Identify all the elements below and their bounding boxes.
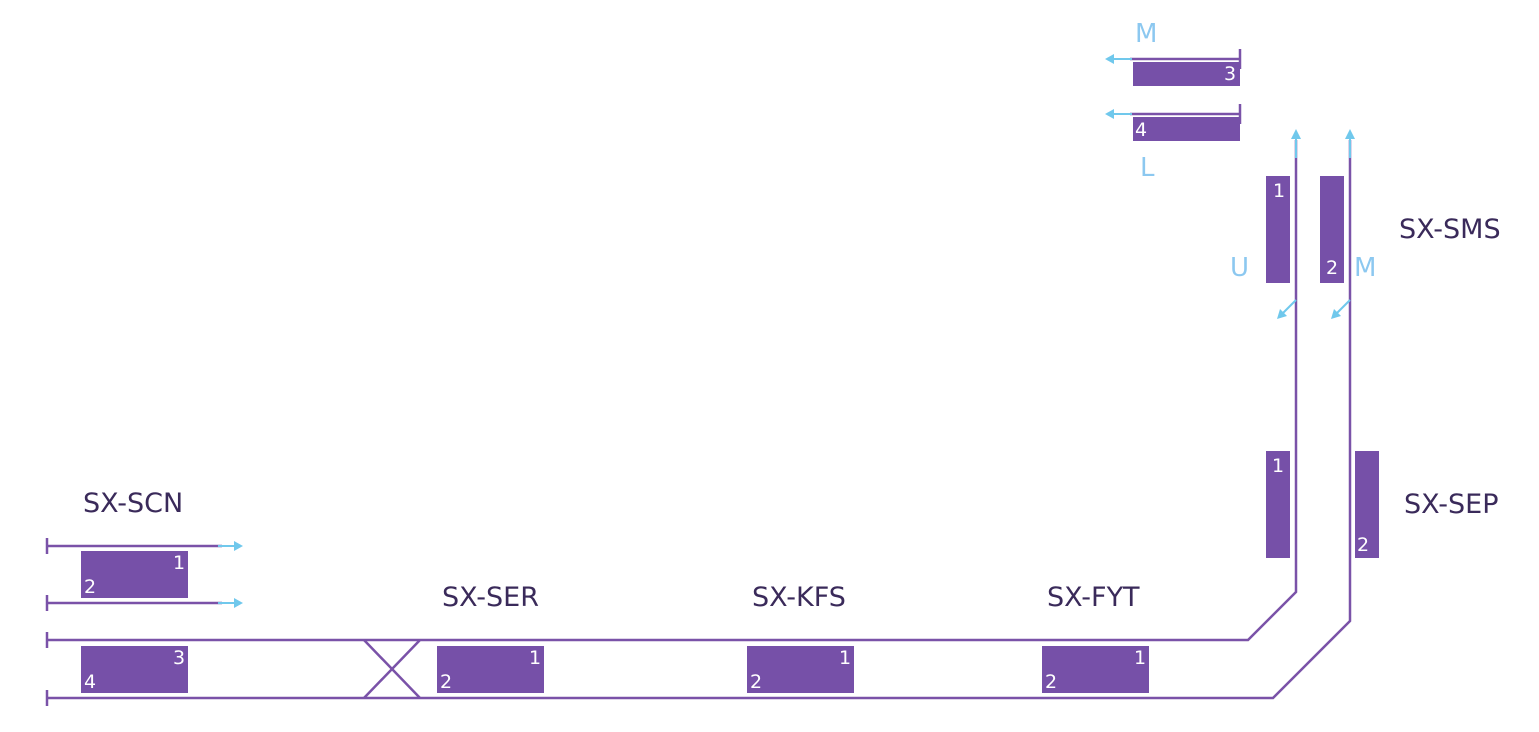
platform-ser (437, 646, 544, 693)
arrow-right-icon (234, 541, 243, 551)
platform-number: 4 (84, 671, 96, 693)
platform-number: 3 (1224, 63, 1236, 85)
arrow-left-icon (1105, 54, 1114, 64)
platform-number: 1 (1134, 647, 1146, 669)
platform-number: 2 (1045, 671, 1057, 693)
platform-number: 4 (1135, 119, 1147, 141)
direction-label-sms-m: M (1354, 253, 1376, 283)
platform-top-3 (1133, 62, 1240, 86)
arrow-diagonal-icon (1335, 299, 1351, 315)
arrow-left-icon (1105, 109, 1114, 119)
platform-sms-1 (1266, 176, 1290, 283)
station-label-ser: SX-SER (442, 582, 539, 613)
arrow-up-icon (1345, 129, 1355, 139)
main-track-upper (47, 140, 1298, 642)
station-label-fyt: SX-FYT (1047, 582, 1140, 613)
direction-label-top-m: M (1135, 19, 1157, 49)
platform-sms-2 (1320, 176, 1344, 283)
tracks (45, 49, 1352, 706)
station-label-scn: SX-SCN (83, 488, 183, 519)
platform-number: 1 (839, 647, 851, 669)
arrow-up-icon (1291, 129, 1301, 139)
platform-number: 1 (1272, 455, 1284, 477)
direction-label-sms-u: U (1230, 253, 1249, 283)
platform-scn-3-4 (81, 646, 188, 693)
arrow-right-icon (234, 598, 243, 608)
crossover-track-b (363, 639, 421, 699)
station-label-kfs: SX-KFS (752, 582, 846, 613)
direction-label-top-l: L (1140, 153, 1155, 183)
platform-number: 2 (440, 671, 452, 693)
arrow-diagonal-icon (1277, 309, 1287, 319)
platform-sep-2 (1355, 451, 1379, 558)
platforms: 1 2 3 4 1 2 1 2 1 2 1 2 1 2 3 4 (81, 62, 1379, 693)
platform-number: 1 (1273, 180, 1285, 202)
platform-number: 2 (750, 671, 762, 693)
platform-number: 2 (84, 576, 96, 598)
station-label-sep: SX-SEP (1404, 489, 1499, 520)
platform-number: 1 (529, 647, 541, 669)
platform-top-4 (1133, 117, 1240, 141)
platform-sep-1 (1266, 451, 1290, 558)
platform-fyt (1042, 646, 1149, 693)
arrow-diagonal-icon (1331, 309, 1341, 319)
platform-scn-1-2 (81, 551, 188, 598)
platform-kfs (747, 646, 854, 693)
main-track-lower (47, 140, 1352, 700)
platform-number: 1 (173, 552, 185, 574)
station-labels: SX-SCN SX-SER SX-KFS SX-FYT SX-SMS SX-SE… (83, 214, 1501, 613)
platform-number: 3 (173, 647, 185, 669)
platform-number: 2 (1357, 534, 1369, 556)
station-label-sms: SX-SMS (1399, 214, 1501, 245)
direction-labels: M L U M (1135, 19, 1376, 283)
direction-arrows (218, 54, 1355, 608)
arrow-diagonal-icon (1281, 299, 1297, 315)
platform-number: 2 (1326, 257, 1338, 279)
